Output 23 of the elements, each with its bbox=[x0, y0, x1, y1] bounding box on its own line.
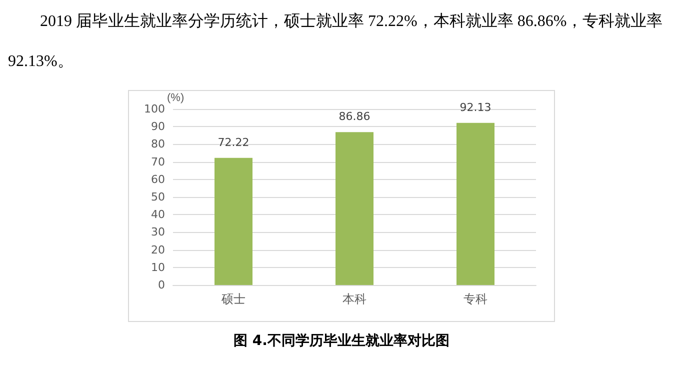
y-tick-label: 90 bbox=[151, 120, 165, 134]
caption: 图 4.不同学历毕业生就业率对比图 bbox=[232, 332, 450, 350]
y-tick-label: 80 bbox=[151, 138, 165, 151]
bar bbox=[456, 122, 494, 285]
bar bbox=[336, 132, 374, 285]
y-tick-label: 40 bbox=[151, 208, 165, 222]
data-label: 92.13 bbox=[460, 100, 492, 114]
y-tick-label: 60 bbox=[151, 172, 165, 186]
y-tick-label: 10 bbox=[151, 260, 165, 274]
data-label: 72.22 bbox=[218, 136, 250, 149]
bar bbox=[214, 158, 252, 285]
y-axis-title: (%) bbox=[167, 92, 184, 104]
x-tick-label: 专科 bbox=[464, 292, 488, 306]
y-tick-label: 50 bbox=[151, 190, 165, 204]
chart-title: 2019 届毕业生就业率分学历统计，硕士就业率 72.22%，本科就业率 86.86%，专科就业率 92.13%。 bbox=[8, 13, 663, 70]
y-tick-label: 70 bbox=[151, 155, 165, 168]
y-tick-label: 20 bbox=[151, 243, 165, 256]
y-tick-label: 0 bbox=[158, 278, 165, 292]
x-tick-label: 本科 bbox=[342, 292, 366, 306]
x-tick-label: 硕士 bbox=[220, 292, 246, 306]
data-label: 86.86 bbox=[338, 110, 370, 124]
y-tick-label: 30 bbox=[151, 226, 165, 239]
y-tick-label: 100 bbox=[144, 102, 165, 116]
